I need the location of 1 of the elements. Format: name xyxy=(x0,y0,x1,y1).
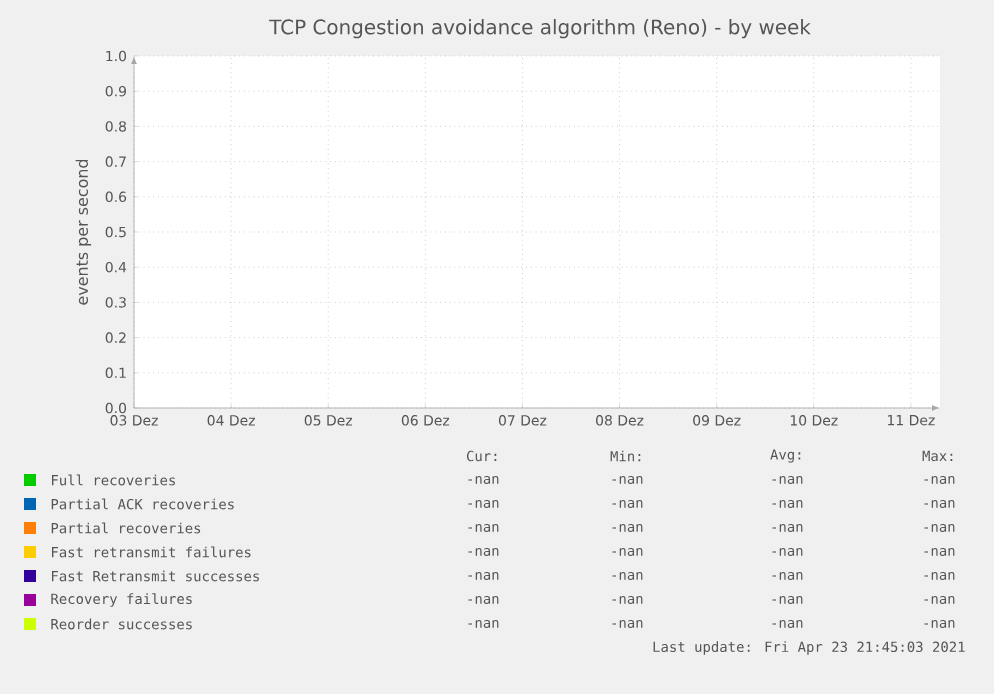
chart-title: TCP Congestion avoidance algorithm (Reno) - by week xyxy=(269,19,811,39)
